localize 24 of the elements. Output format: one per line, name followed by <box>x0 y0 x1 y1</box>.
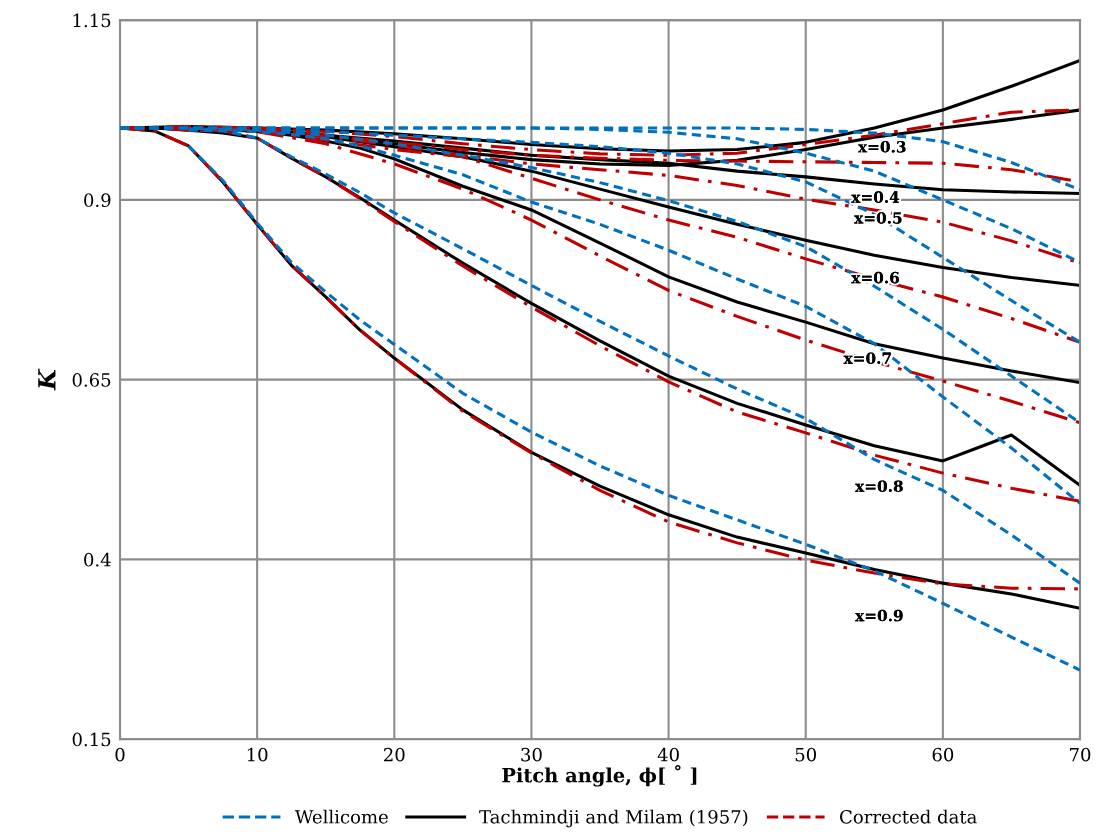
x-tick-label: 50 <box>795 747 817 762</box>
annotation: x=0.5 <box>854 212 902 224</box>
x-tick-label: 20 <box>384 747 405 762</box>
annotation: x=0.9 <box>855 609 903 622</box>
x-tick-label: 0 <box>115 747 125 762</box>
y-tick-label: 0.65 <box>72 373 111 387</box>
y-axis-title: K <box>38 368 56 391</box>
y-tick-label: 0.15 <box>72 732 111 747</box>
annotation: x=0.4 <box>851 191 900 203</box>
annotation: x=0.3 <box>858 141 906 153</box>
legend-label: Corrected data <box>840 809 977 824</box>
annotation: x=0.7 <box>843 352 891 364</box>
annotation: x=0.8 <box>855 480 903 492</box>
legend-label: Wellicome <box>294 809 388 824</box>
x-tick-label: 70 <box>1070 747 1091 762</box>
x-tick-label: 40 <box>657 747 679 762</box>
x-tick-label: 10 <box>247 747 268 762</box>
y-tick-label: 1.15 <box>73 13 111 28</box>
y-tick-label: 0.4 <box>84 552 111 567</box>
y-tick-label: 0.9 <box>84 193 111 208</box>
x-tick-label: 60 <box>932 747 954 762</box>
legend-label: Tachmindji and Milam (1957) <box>479 809 748 828</box>
x-axis-title: Pitch angle, ϕ[ ˚ ] <box>502 764 697 787</box>
x-tick-label: 30 <box>521 747 542 762</box>
